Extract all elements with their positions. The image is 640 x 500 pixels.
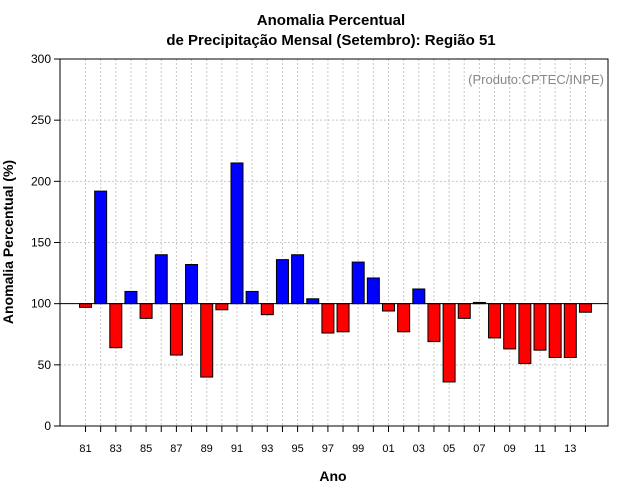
bars xyxy=(79,162,592,383)
x-tick-label: 91 xyxy=(231,443,243,455)
y-tick-label: 200 xyxy=(31,174,51,188)
bar-87 xyxy=(169,303,183,356)
bar-03 xyxy=(412,288,426,305)
bar-12 xyxy=(548,303,562,358)
x-axis-ticks: 81 83 85 87 89 91 93 95 97 99 01 03 05 07 09 11 13 xyxy=(79,426,586,455)
bar-94 xyxy=(275,259,289,305)
bar-10 xyxy=(518,303,532,365)
bar-88 xyxy=(185,264,199,305)
chart-title-line1: Anomalia Percentual xyxy=(257,12,405,29)
x-tick-label: 93 xyxy=(261,443,273,455)
bar-84 xyxy=(124,290,138,305)
x-tick-label: 01 xyxy=(382,443,394,455)
gridlines xyxy=(60,59,608,426)
bar-08 xyxy=(488,303,502,339)
x-tick-label: 05 xyxy=(443,443,455,455)
x-tick-label: 95 xyxy=(291,443,303,455)
bar-91 xyxy=(230,162,244,305)
bar-96 xyxy=(306,298,320,305)
source-annotation: (Produto:CPTEC/INPE) xyxy=(468,72,604,87)
x-tick-label: 85 xyxy=(140,443,152,455)
chart-title-line2: de Precipitação Mensal (Setembro): Regiã… xyxy=(166,32,495,49)
x-tick-label: 13 xyxy=(564,443,576,455)
bar-86 xyxy=(154,254,168,305)
x-tick-label: 97 xyxy=(322,443,334,455)
bar-04 xyxy=(427,303,441,343)
bar-98 xyxy=(336,303,350,333)
bar-11 xyxy=(533,303,547,351)
x-tick-label: 87 xyxy=(170,443,182,455)
bar-93 xyxy=(260,303,274,316)
bar-81 xyxy=(79,303,92,308)
y-axis-title: Anomalia Percentual (%) xyxy=(0,160,16,324)
x-axis-title: Ano xyxy=(319,468,346,484)
x-tick-label: 89 xyxy=(201,443,213,455)
y-tick-label: 50 xyxy=(38,358,52,372)
bar-13 xyxy=(563,303,577,358)
bar-02 xyxy=(397,303,411,333)
y-tick-label: 100 xyxy=(31,297,51,311)
bar-06 xyxy=(457,303,471,319)
bar-82 xyxy=(94,190,108,305)
x-tick-label: 81 xyxy=(79,443,91,455)
bar-14 xyxy=(578,303,592,313)
y-tick-label: 150 xyxy=(31,236,51,250)
bar-85 xyxy=(139,303,153,319)
bar-00 xyxy=(366,277,380,305)
bar-05 xyxy=(442,303,456,383)
x-tick-label: 11 xyxy=(534,443,545,455)
bar-83 xyxy=(109,303,123,349)
bar-92 xyxy=(245,290,259,305)
bar-95 xyxy=(291,254,305,305)
y-tick-label: 300 xyxy=(31,52,51,66)
bar-09 xyxy=(503,303,517,350)
bar-90 xyxy=(215,303,229,311)
y-tick-label: 250 xyxy=(31,113,51,127)
x-tick-label: 03 xyxy=(413,443,425,455)
x-tick-label: 83 xyxy=(110,443,122,455)
x-tick-label: 09 xyxy=(504,443,516,455)
bar-01 xyxy=(382,303,395,312)
x-tick-label: 07 xyxy=(473,443,485,455)
y-axis-ticks: 0 50 100 150 200 250 300 xyxy=(31,52,60,433)
bar-99 xyxy=(351,261,365,305)
bar-89 xyxy=(200,303,214,378)
y-tick-label: 0 xyxy=(44,419,51,433)
bar-97 xyxy=(321,303,335,334)
x-tick-label: 99 xyxy=(352,443,364,455)
